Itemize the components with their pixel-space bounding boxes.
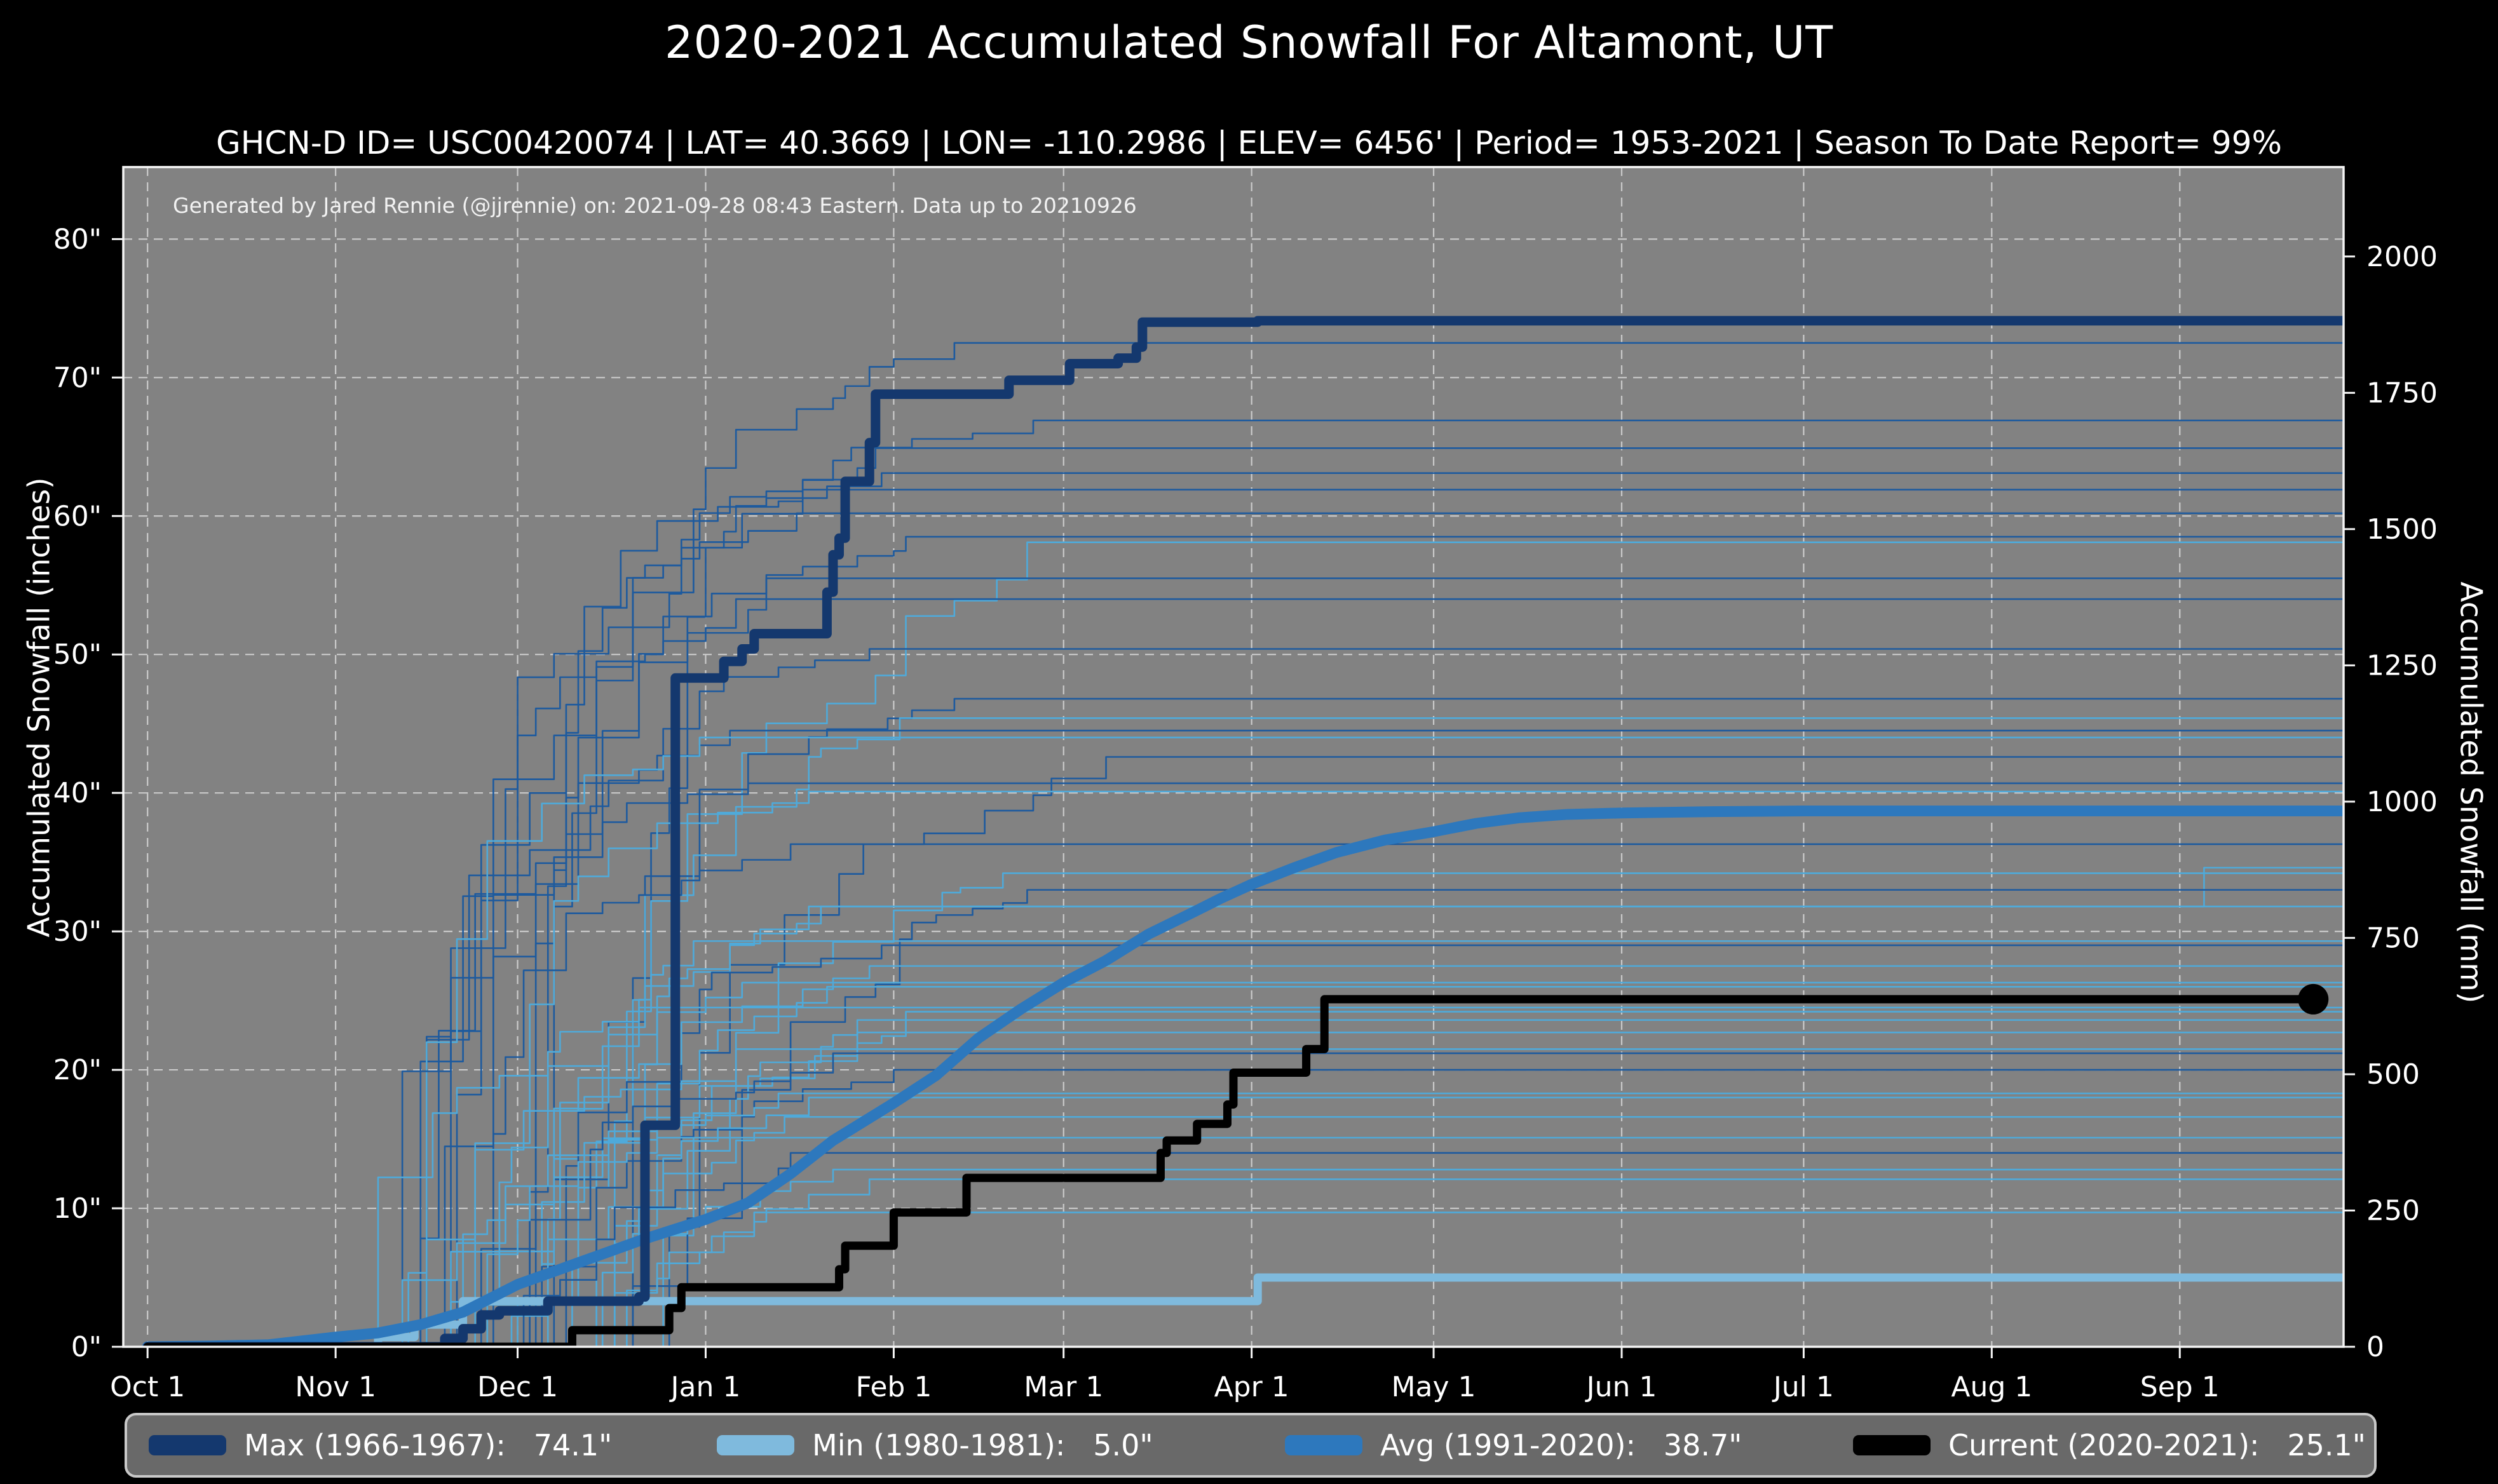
xtick-month: Jul 1 [1772,1371,1834,1403]
legend-label: Min (1980-1981): 5.0" [812,1428,1153,1462]
series-line-avg [142,806,2344,1347]
ytick-inches: 70" [53,361,102,394]
xtick-month: Sep 1 [2140,1371,2220,1403]
main-series [142,316,2344,1347]
axis-tick-labels: 0" 10" 20" 30" 40" 50" 60" 70" 80" 0 250 500 750 1000… [53,223,2438,1403]
ytick-mm: 1500 [2366,513,2438,546]
legend-item-current: Current (2020-2021): 25.1" [1853,1415,2366,1475]
ytick-inches: 10" [53,1192,102,1225]
legend-label: Max (1966-1967): 74.1" [244,1428,613,1462]
season-line [146,1152,2344,1347]
season-line [146,1011,2344,1347]
ytick-mm: 500 [2366,1058,2420,1091]
season-line [146,843,2344,1347]
xtick-month: Jun 1 [1585,1371,1657,1403]
attribution-text: Generated by Jared Rennie (@jjrennie) on… [173,193,1137,218]
ytick-inches: 80" [53,223,102,255]
ytick-inches: 20" [53,1054,102,1086]
historical-season-lines [146,342,2344,1347]
legend-swatch-current [1853,1435,1931,1455]
legend-swatch-max [149,1435,226,1455]
series-line-max [142,316,2344,1347]
plot-border [122,166,2345,1348]
ytick-mm: 250 [2366,1194,2420,1227]
xtick-month: Aug 1 [1951,1371,2032,1403]
ytick-inches: 60" [53,500,102,532]
legend-swatch-min [717,1435,794,1455]
xtick-month: Dec 1 [477,1371,558,1403]
season-line [146,736,2344,1347]
season-line [146,1006,2344,1347]
season-line [146,577,2344,1347]
ytick-inches: 0" [71,1331,102,1363]
season-line [146,1178,2344,1347]
season-line [146,717,2344,1347]
chart-title: 2020-2021 Accumulated Snowfall For Altam… [664,17,1834,69]
season-line [146,905,2344,1347]
xtick-month: Apr 1 [1214,1371,1289,1403]
xtick-month: Feb 1 [855,1371,932,1403]
legend-box: Max (1966-1967): 74.1" Min (1980-1981): 5… [125,1413,2377,1478]
y-axis-label-inches: Accumulated Snowfall (inches) [22,477,57,938]
season-line [146,872,2344,1347]
xtick-month: Mar 1 [1024,1371,1103,1403]
legend-item-max: Max (1966-1967): 74.1" [149,1415,612,1475]
ytick-mm: 750 [2366,922,2420,954]
ytick-inches: 50" [53,638,102,671]
legend-label: Current (2020-2021): 25.1" [1948,1428,2366,1462]
legend-label: Avg (1991-2020): 38.7" [1380,1428,1742,1462]
xtick-month: Nov 1 [295,1371,376,1403]
ytick-mm: 0 [2366,1331,2384,1363]
xtick-month: Oct 1 [110,1371,185,1403]
legend-swatch-avg [1285,1435,1362,1455]
ytick-mm: 2000 [2366,241,2438,273]
season-line [146,1092,2344,1347]
y-axis-label-mm: Accumulated Snowfall (mm) [2453,581,2488,1004]
legend-item-min: Min (1980-1981): 5.0" [717,1415,1153,1475]
axis-ticks [112,238,2355,1358]
ytick-mm: 1750 [2366,377,2438,409]
current-end-marker [2298,983,2329,1015]
xtick-month: May 1 [1392,1371,1476,1403]
season-line [146,965,2344,1347]
season-line [146,944,2344,1347]
ytick-mm: 1250 [2366,649,2438,682]
season-line [146,1048,2344,1347]
season-line [146,782,2344,1347]
ytick-mm: 1000 [2366,786,2438,818]
season-line [146,472,2344,1347]
legend-item-avg: Avg (1991-2020): 38.7" [1285,1415,1742,1475]
ytick-inches: 40" [53,777,102,809]
season-line [146,1096,2344,1347]
xtick-month: Jan 1 [669,1371,741,1403]
season-line [146,1211,2344,1347]
season-line [146,512,2344,1347]
ytick-inches: 30" [53,915,102,948]
station-subtitle: GHCN-D ID= USC00420074 | LAT= 40.3669 | … [216,125,2282,161]
series-line-current [143,995,2318,1347]
season-line [146,648,2344,1347]
